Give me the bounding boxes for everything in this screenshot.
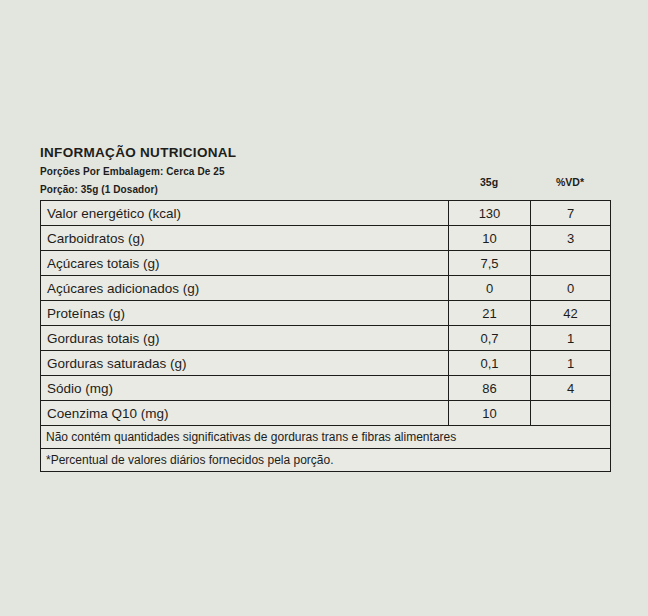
table-note-row: *Percentual de valores diários fornecido…: [41, 449, 611, 472]
nutrient-daily-value: 1: [531, 326, 611, 351]
nutrient-daily-value: 7: [531, 201, 611, 226]
nutrient-label: Gorduras saturadas (g): [41, 351, 449, 376]
column-header-amount: 35g: [448, 176, 530, 188]
table-note-row: Não contém quantidades significativas de…: [41, 426, 611, 449]
nutrient-amount: 7,5: [449, 251, 531, 276]
nutrient-amount: 86: [449, 376, 531, 401]
table-row: Coenzima Q10 (mg) 10: [41, 401, 611, 426]
nutrient-amount: 0,1: [449, 351, 531, 376]
nutrient-amount: 10: [449, 226, 531, 251]
nutrient-label: Valor energético (kcal): [41, 201, 449, 226]
table-row: Açúcares totais (g) 7,5: [41, 251, 611, 276]
page-title: INFORMAÇÃO NUTRICIONAL: [40, 145, 610, 160]
trans-fat-note: Não contém quantidades significativas de…: [41, 426, 611, 449]
nutrient-label: Gorduras totais (g): [41, 326, 449, 351]
nutrient-daily-value: 42: [531, 301, 611, 326]
nutrient-amount: 10: [449, 401, 531, 426]
nutrient-amount: 130: [449, 201, 531, 226]
nutrient-label: Açúcares adicionados (g): [41, 276, 449, 301]
table-row: Gorduras saturadas (g) 0,1 1: [41, 351, 611, 376]
nutrient-label: Proteínas (g): [41, 301, 449, 326]
nutrient-amount: 21: [449, 301, 531, 326]
nutrient-label: Coenzima Q10 (mg): [41, 401, 449, 426]
nutrient-label: Sódio (mg): [41, 376, 449, 401]
table-row: Sódio (mg) 86 4: [41, 376, 611, 401]
nutrient-daily-value: [531, 401, 611, 426]
table-row: Carboidratos (g) 10 3: [41, 226, 611, 251]
nutrient-daily-value: 1: [531, 351, 611, 376]
table-row: Valor energético (kcal) 130 7: [41, 201, 611, 226]
column-header-daily-value: %VD*: [530, 176, 610, 188]
nutrient-amount: 0,7: [449, 326, 531, 351]
nutrient-label: Açúcares totais (g): [41, 251, 449, 276]
table-row: Açúcares adicionados (g) 0 0: [41, 276, 611, 301]
nutrient-daily-value: 0: [531, 276, 611, 301]
table-row: Proteínas (g) 21 42: [41, 301, 611, 326]
nutrition-table: Valor energético (kcal) 130 7 Carboidrat…: [40, 200, 611, 472]
nutrient-amount: 0: [449, 276, 531, 301]
column-headers: 35g %VD*: [448, 176, 610, 188]
nutrient-daily-value: 3: [531, 226, 611, 251]
daily-value-note: *Percentual de valores diários fornecido…: [41, 449, 611, 472]
nutrient-daily-value: 4: [531, 376, 611, 401]
nutrition-label: INFORMAÇÃO NUTRICIONAL Porções Por Embal…: [40, 145, 610, 472]
table-row: Gorduras totais (g) 0,7 1: [41, 326, 611, 351]
nutrient-label: Carboidratos (g): [41, 226, 449, 251]
nutrient-daily-value: [531, 251, 611, 276]
